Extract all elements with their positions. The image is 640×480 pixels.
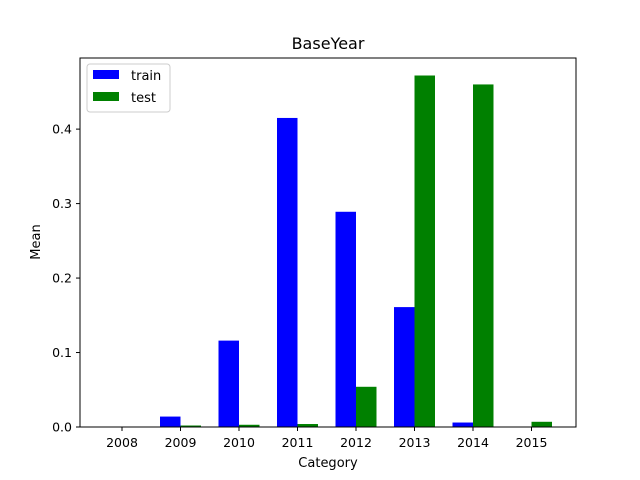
x-axis-label: Category bbox=[298, 456, 358, 471]
bar-test-2014 bbox=[473, 84, 494, 427]
legend-label-train: train bbox=[131, 69, 161, 84]
x-tick-label: 2013 bbox=[399, 435, 431, 450]
x-axis: 2008 2009 2010 2011 2012 2013 2014 2015 bbox=[106, 427, 547, 450]
bar-train-2009 bbox=[160, 416, 181, 427]
bar-train-2012 bbox=[335, 211, 356, 427]
bar-train-2013 bbox=[394, 307, 415, 427]
plot-frame bbox=[79, 57, 577, 428]
y-axis-label: Mean bbox=[29, 224, 44, 259]
y-tick-label: 0.3 bbox=[52, 196, 72, 211]
x-tick-label: 2014 bbox=[457, 435, 489, 450]
x-tick-label: 2008 bbox=[106, 435, 138, 450]
x-tick-label: 2010 bbox=[223, 435, 255, 450]
bar-train-2010 bbox=[218, 340, 239, 427]
bar-test-2013 bbox=[414, 75, 435, 427]
bar-test-2009 bbox=[180, 425, 201, 427]
y-axis: 0.0 0.1 0.2 0.3 0.4 bbox=[52, 122, 80, 435]
y-tick-label: 0.4 bbox=[52, 122, 72, 137]
bar-train-2011 bbox=[277, 117, 298, 427]
y-tick-label: 0.0 bbox=[52, 420, 72, 435]
bar-test-2011 bbox=[297, 424, 318, 427]
bar-test-2010 bbox=[239, 424, 260, 427]
x-tick-label: 2012 bbox=[340, 435, 372, 450]
legend-swatch-test bbox=[93, 92, 119, 101]
x-tick-label: 2015 bbox=[516, 435, 548, 450]
chart-title: BaseYear bbox=[292, 34, 365, 53]
legend-swatch-train bbox=[93, 70, 119, 79]
legend: train test bbox=[86, 63, 171, 113]
y-tick-label: 0.2 bbox=[52, 271, 72, 286]
bar-test-2015 bbox=[531, 421, 552, 427]
x-tick-label: 2011 bbox=[282, 435, 314, 450]
bars-group bbox=[160, 75, 552, 427]
y-tick-label: 0.1 bbox=[52, 345, 72, 360]
x-tick-label: 2009 bbox=[165, 435, 197, 450]
legend-label-test: test bbox=[131, 91, 156, 106]
bar-test-2012 bbox=[356, 386, 377, 427]
bar-train-2014 bbox=[452, 422, 473, 427]
